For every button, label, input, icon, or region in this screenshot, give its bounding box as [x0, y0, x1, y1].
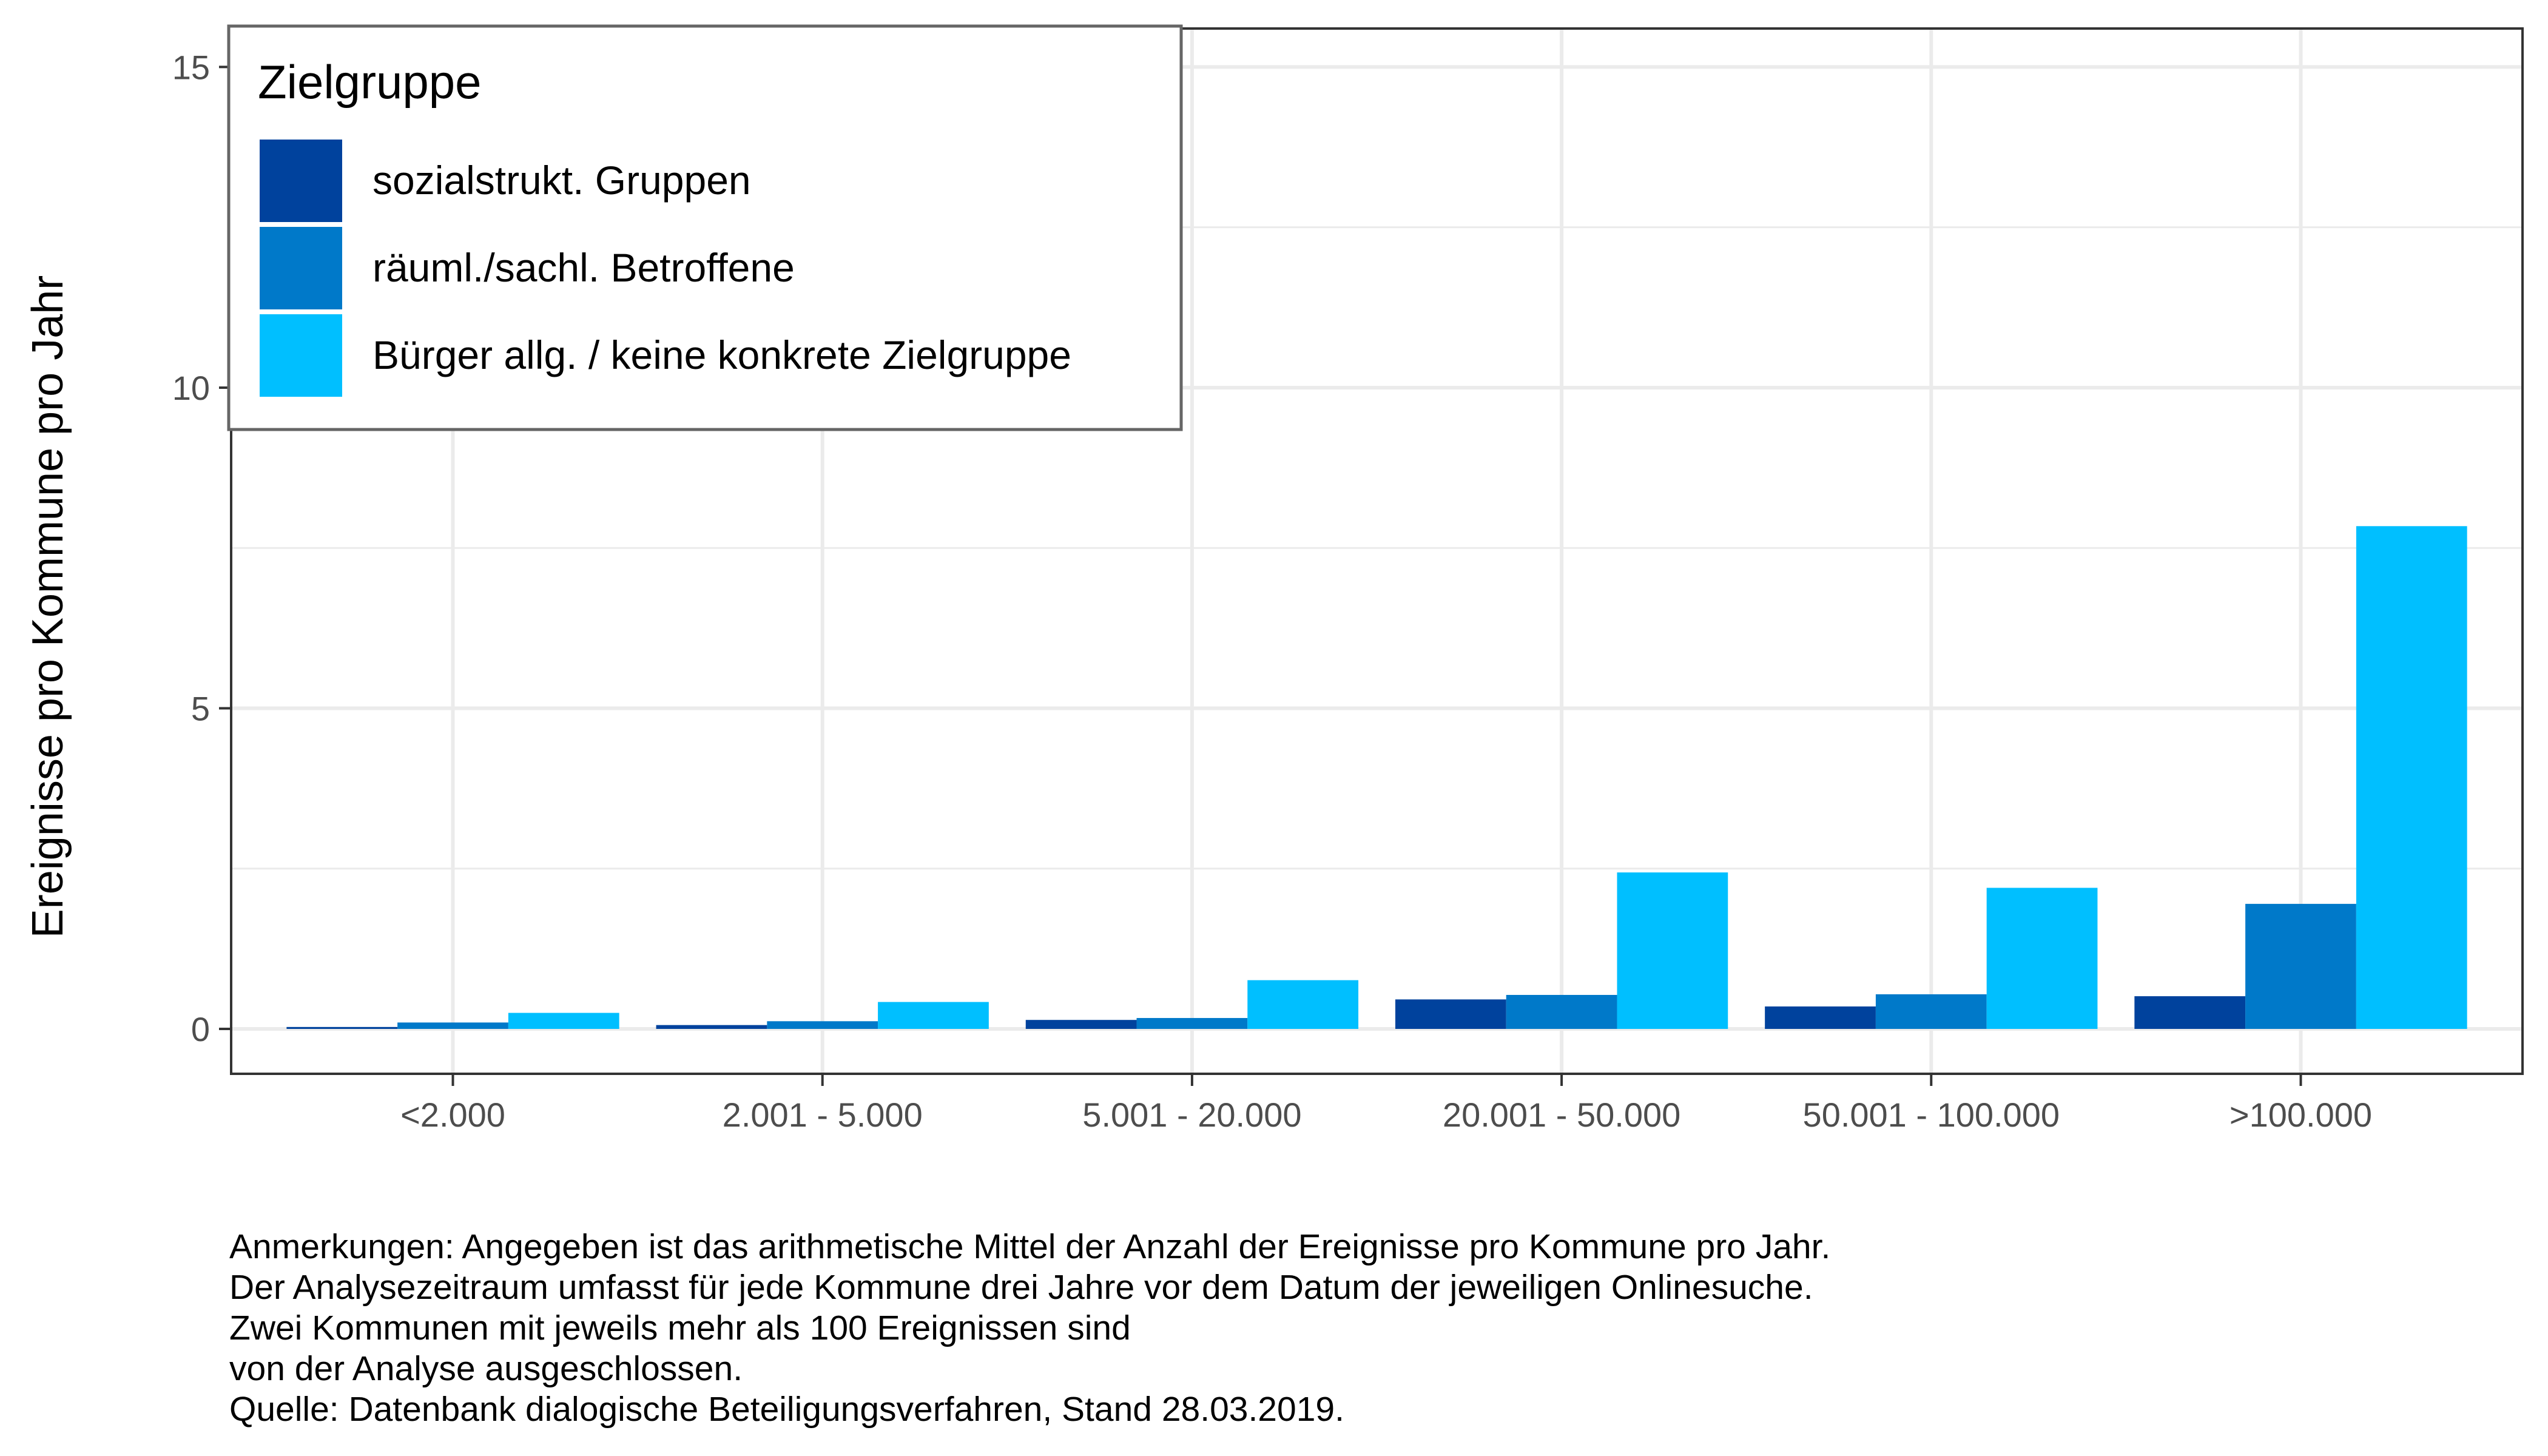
bar: [2356, 526, 2467, 1030]
legend-label: Bürger allg. / keine konkrete Zielgruppe: [372, 332, 1071, 377]
bar: [397, 1022, 508, 1030]
note-line: Anmerkungen: Angegeben ist das arithmeti…: [229, 1227, 1831, 1266]
y-axis: 0 5 10 15: [172, 48, 231, 1048]
legend-swatch: [260, 140, 342, 222]
bar: [767, 1021, 878, 1030]
bar: [656, 1025, 767, 1030]
bar: [878, 1002, 989, 1030]
bars: [286, 526, 2467, 1030]
y-tick-label: 15: [172, 48, 210, 86]
legend-box: [227, 24, 1183, 431]
y-tick-label: 5: [191, 689, 210, 727]
legend: Zielgruppe sozialstrukt. Gruppen räuml./s…: [227, 24, 1183, 431]
legend-label: sozialstrukt. Gruppen: [372, 158, 751, 203]
y-axis-title: Ereignisse pro Kommune pro Jahr: [24, 275, 72, 939]
bar: [286, 1026, 398, 1030]
bar: [1136, 1018, 1248, 1030]
bar: [1875, 994, 1987, 1030]
legend-swatch: [260, 227, 342, 309]
x-tick-label: >100.000: [2230, 1096, 2372, 1134]
bar: [1025, 1020, 1137, 1030]
legend-items: sozialstrukt. Gruppen räuml./sachl. Betro…: [260, 140, 1071, 397]
x-tick-label: <2.000: [400, 1096, 505, 1134]
note-line: Zwei Kommunen mit jeweils mehr als 100 E…: [229, 1309, 1131, 1347]
note-line: Quelle: Datenbank dialogische Beteiligun…: [229, 1390, 1344, 1429]
x-tick-label: 50.001 - 100.000: [1803, 1096, 2060, 1134]
note-line: Der Analysezeitraum umfasst für jede Kom…: [229, 1268, 1813, 1307]
plot-border: [230, 27, 2524, 1075]
x-axis: <2.000 2.001 - 5.000 5.001 - 20.000 20.001 …: [400, 1074, 2372, 1134]
bar: [508, 1013, 619, 1030]
bar: [1617, 872, 1728, 1030]
note-line: von der Analyse ausgeschlossen.: [229, 1349, 743, 1388]
bar: [1506, 994, 1617, 1030]
bar: [1395, 999, 1506, 1030]
bar: [2245, 903, 2356, 1030]
bar: [1765, 1006, 1876, 1030]
x-tick-label: 2.001 - 5.000: [723, 1096, 923, 1134]
y-tick-label: 0: [191, 1010, 210, 1048]
bar: [1986, 888, 2098, 1030]
x-tick-label: 5.001 - 20.000: [1082, 1096, 1301, 1134]
bar: [2134, 996, 2246, 1030]
chart-notes: Anmerkungen: Angegeben ist das arithmeti…: [229, 1227, 1830, 1430]
legend-swatch: [260, 314, 342, 397]
bar: [1247, 980, 1359, 1030]
x-tick-label: 20.001 - 50.000: [1443, 1096, 1680, 1134]
legend-title: Zielgruppe: [258, 55, 482, 109]
legend-label: räuml./sachl. Betroffene: [372, 245, 795, 290]
y-tick-label: 10: [172, 369, 210, 407]
